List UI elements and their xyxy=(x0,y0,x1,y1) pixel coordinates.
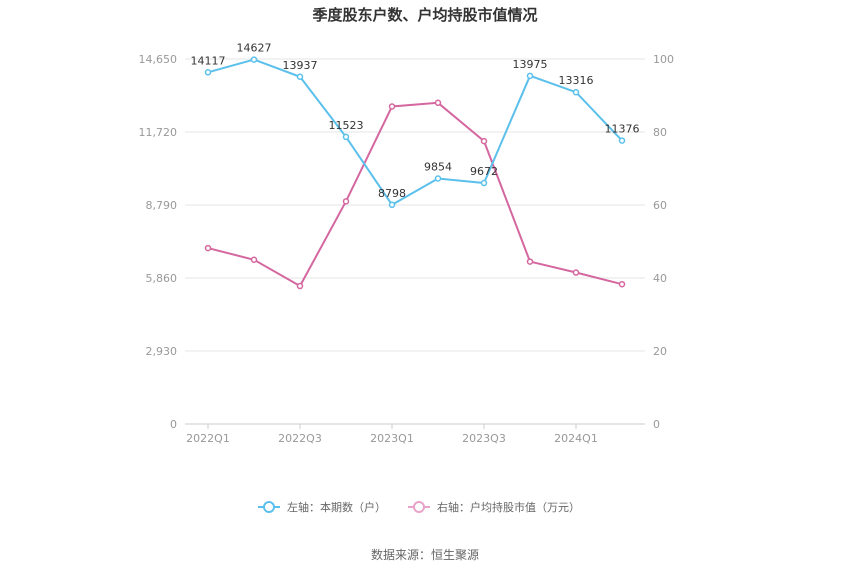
left-tick-label: 8,790 xyxy=(146,199,178,212)
data-point[interactable] xyxy=(480,179,488,187)
data-label: 9672 xyxy=(470,165,498,178)
series-households: 14117 14627 13937 11523 8798 9854 9672 13975 133… xyxy=(191,42,640,209)
left-tick-label: 5,860 xyxy=(146,272,178,285)
x-tick-label: 2023Q3 xyxy=(462,432,506,445)
data-point[interactable] xyxy=(388,201,396,209)
x-tick-label: 2022Q3 xyxy=(278,432,322,445)
chart-title: 季度股东户数、户均持股市值情况 xyxy=(312,6,537,24)
legend-marker-households xyxy=(263,501,275,513)
x-tick-label: 2023Q1 xyxy=(370,432,414,445)
data-point[interactable] xyxy=(434,99,442,107)
series-layer: 14117 14627 13937 11523 8798 9854 9672 13975 133… xyxy=(191,42,640,290)
data-label: 14117 xyxy=(191,54,226,67)
data-point[interactable] xyxy=(388,103,396,110)
left-tick-label: 0 xyxy=(170,418,177,431)
right-tick-label: 0 xyxy=(653,418,660,431)
x-tick-label: 2022Q1 xyxy=(186,432,230,445)
data-point[interactable] xyxy=(250,256,258,263)
right-axis: 0 20 40 60 80 100 xyxy=(653,53,674,431)
data-point[interactable] xyxy=(434,175,442,182)
data-point[interactable] xyxy=(204,69,212,76)
legend[interactable]: 左轴：本期数（户） 右轴：户均持股市值（万元） xyxy=(258,500,580,514)
data-label: 8798 xyxy=(378,187,406,200)
data-point[interactable] xyxy=(342,133,350,141)
legend-marker-avg-value xyxy=(413,501,425,513)
data-label: 11523 xyxy=(329,119,364,132)
series-line xyxy=(207,101,623,288)
data-label: 9854 xyxy=(424,160,452,173)
right-tick-label: 40 xyxy=(653,272,667,285)
left-tick-label: 14,650 xyxy=(139,53,178,66)
right-tick-label: 60 xyxy=(653,199,667,212)
grid xyxy=(185,58,645,352)
data-point[interactable] xyxy=(526,72,534,80)
series-line xyxy=(207,58,623,207)
series-avg-value xyxy=(204,99,626,290)
source-note: 数据来源：恒生聚源 xyxy=(371,547,479,562)
legend-item-households[interactable]: 左轴：本期数（户） xyxy=(258,500,386,514)
legend-item-avg-value[interactable]: 右轴：户均持股市值（万元） xyxy=(408,500,580,514)
data-point[interactable] xyxy=(572,88,580,96)
data-label: 13937 xyxy=(283,59,318,72)
data-label: 13975 xyxy=(513,58,548,71)
legend-label-households: 左轴：本期数（户） xyxy=(287,500,386,514)
data-point[interactable] xyxy=(618,280,626,288)
x-axis: 2022Q1 2022Q3 2023Q1 2023Q3 2024Q1 xyxy=(185,423,645,445)
data-point[interactable] xyxy=(480,137,488,145)
data-point[interactable] xyxy=(204,244,212,252)
data-point[interactable] xyxy=(250,56,258,63)
data-point[interactable] xyxy=(296,282,304,290)
right-tick-label: 100 xyxy=(653,53,674,66)
left-tick-label: 11,720 xyxy=(139,126,178,139)
data-label: 11376 xyxy=(605,123,640,136)
right-tick-label: 20 xyxy=(653,345,667,358)
left-tick-label: 2,930 xyxy=(146,345,178,358)
x-tick-label: 2024Q1 xyxy=(554,432,598,445)
data-point[interactable] xyxy=(296,73,304,81)
data-point[interactable] xyxy=(618,137,626,144)
left-axis: 0 2,930 5,860 8,790 11,720 14,650 xyxy=(139,53,178,431)
right-tick-label: 80 xyxy=(653,126,667,139)
data-label: 13316 xyxy=(559,74,594,87)
data-point[interactable] xyxy=(342,198,350,205)
data-point[interactable] xyxy=(572,269,580,276)
data-label: 14627 xyxy=(237,42,272,55)
data-point[interactable] xyxy=(526,258,534,265)
legend-label-avg-value: 右轴：户均持股市值（万元） xyxy=(437,500,580,514)
